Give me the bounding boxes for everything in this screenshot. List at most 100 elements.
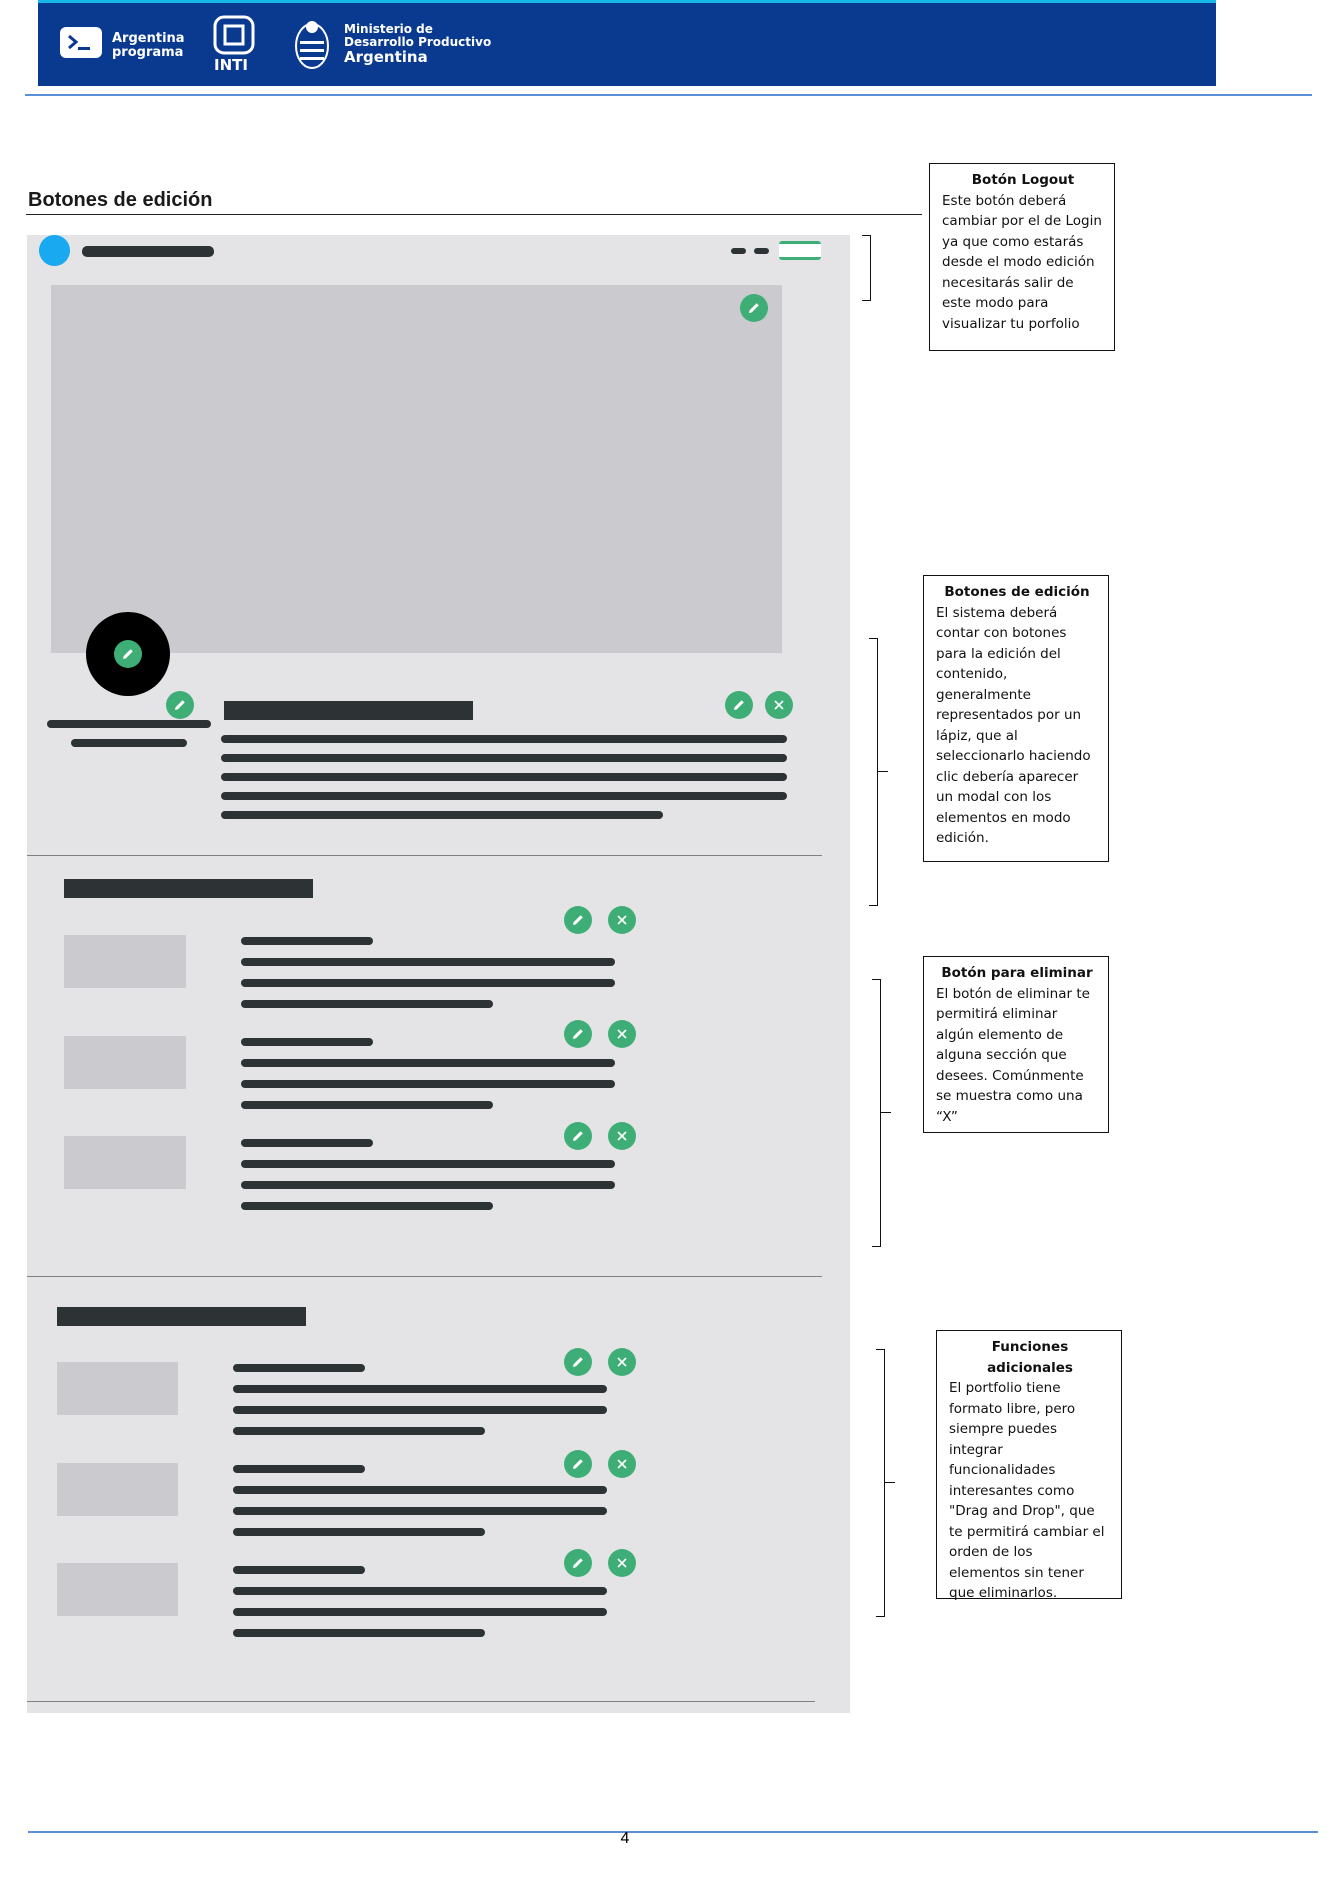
- edit-item-button[interactable]: [564, 1348, 592, 1376]
- text-line-placeholder: [241, 1101, 493, 1109]
- inti-icon: [212, 15, 256, 55]
- pencil-icon: [573, 1459, 583, 1469]
- edit-banner-button[interactable]: [740, 294, 768, 322]
- bracket: [876, 1349, 885, 1617]
- logo-line: Desarrollo Productivo: [344, 35, 492, 49]
- nav-link-placeholder: [754, 248, 769, 254]
- item-image-placeholder: [64, 935, 186, 988]
- section-divider: [27, 1701, 815, 1702]
- note-title: Botones de edición: [944, 584, 1090, 600]
- text-line-placeholder: [233, 1608, 607, 1616]
- text-line-placeholder: [241, 958, 615, 966]
- pencil-icon: [734, 700, 744, 710]
- logout-button[interactable]: [779, 241, 821, 260]
- delete-item-button[interactable]: [608, 1549, 636, 1577]
- bracket-tick: [885, 1482, 895, 1483]
- text-line-placeholder: [241, 1059, 615, 1067]
- logo-argentina-programa: Argentina programa: [112, 32, 185, 60]
- edit-about-button[interactable]: [725, 691, 753, 719]
- text-line-placeholder: [241, 1202, 493, 1210]
- section-heading-placeholder: [57, 1307, 306, 1326]
- logo-line: Argentina: [112, 31, 185, 46]
- text-line-placeholder: [233, 1406, 607, 1414]
- footer-rule: [28, 1831, 1318, 1833]
- bracket-tick: [881, 1112, 891, 1113]
- text-line-placeholder: [221, 735, 787, 743]
- close-icon: [617, 1131, 627, 1141]
- edit-item-button[interactable]: [564, 906, 592, 934]
- note-edit-buttons: Botones de edición El sistema deberá con…: [923, 575, 1109, 862]
- coat-of-arms-icon: [292, 15, 332, 73]
- close-icon: [617, 1357, 627, 1367]
- logo-ministerio: Ministerio de Desarrollo Productivo Arge…: [344, 23, 491, 66]
- note-body: Este botón deberá cambiar por el de Logi…: [942, 192, 1102, 332]
- text-line-placeholder: [241, 937, 373, 945]
- bracket-tick: [878, 771, 888, 772]
- note-title: Botón para eliminar: [941, 965, 1093, 981]
- text-line-placeholder: [233, 1385, 607, 1393]
- close-icon: [617, 915, 627, 925]
- note-title: Botón Logout: [971, 172, 1075, 188]
- pencil-icon: [175, 700, 185, 710]
- pencil-icon: [749, 303, 759, 313]
- text-line-placeholder: [221, 811, 663, 819]
- close-icon: [617, 1459, 627, 1469]
- header-rule: [25, 94, 1312, 96]
- text-line-placeholder: [241, 1038, 373, 1046]
- close-icon: [774, 700, 784, 710]
- nav-link-placeholder: [731, 248, 746, 254]
- text-line-placeholder: [233, 1629, 485, 1637]
- close-icon: [617, 1558, 627, 1568]
- profile-name-placeholder: [47, 720, 211, 728]
- bracket: [862, 235, 871, 301]
- text-line-placeholder: [241, 979, 615, 987]
- about-heading-placeholder: [224, 701, 473, 720]
- pencil-icon: [573, 1558, 583, 1568]
- note-body: El sistema deberá contar con botones par…: [936, 604, 1091, 847]
- text-line-placeholder: [233, 1486, 607, 1494]
- bracket: [869, 638, 878, 906]
- profile-role-placeholder: [71, 739, 187, 747]
- delete-item-button[interactable]: [608, 906, 636, 934]
- text-line-placeholder: [241, 1080, 615, 1088]
- header-top-stripe: [38, 0, 1216, 3]
- delete-about-button[interactable]: [765, 691, 793, 719]
- text-line-placeholder: [221, 792, 787, 800]
- item-image-placeholder: [64, 1036, 186, 1089]
- delete-item-button[interactable]: [608, 1020, 636, 1048]
- text-line-placeholder: [233, 1427, 485, 1435]
- pencil-icon: [573, 1029, 583, 1039]
- edit-item-button[interactable]: [564, 1549, 592, 1577]
- note-additional-features: Funciones adicionales El portfolio tiene…: [936, 1330, 1122, 1601]
- pencil-icon: [573, 1357, 583, 1367]
- note-logout-button: Botón Logout Este botón deberá cambiar p…: [929, 163, 1115, 351]
- edit-photo-button[interactable]: [114, 640, 142, 668]
- nav-name-placeholder: [82, 246, 214, 257]
- logo-line: programa: [112, 45, 184, 60]
- text-line-placeholder: [221, 754, 787, 762]
- text-line-placeholder: [233, 1465, 365, 1473]
- note-body: El portfolio tiene formato libre, pero s…: [949, 1380, 1105, 1601]
- note-title: Funciones adicionales: [987, 1339, 1073, 1376]
- text-line-placeholder: [233, 1566, 365, 1574]
- delete-item-button[interactable]: [608, 1450, 636, 1478]
- text-line-placeholder: [233, 1528, 485, 1536]
- logo-inti: INTI: [214, 56, 248, 74]
- bracket: [872, 979, 881, 1247]
- edit-item-button[interactable]: [564, 1450, 592, 1478]
- text-line-placeholder: [241, 1160, 615, 1168]
- text-line-placeholder: [233, 1364, 365, 1372]
- edit-profile-button[interactable]: [166, 691, 194, 719]
- close-icon: [617, 1029, 627, 1039]
- title-underline: [26, 214, 922, 215]
- section-heading-placeholder: [64, 879, 313, 898]
- delete-item-button[interactable]: [608, 1122, 636, 1150]
- delete-item-button[interactable]: [608, 1348, 636, 1376]
- avatar: [39, 235, 70, 266]
- section-divider: [27, 855, 822, 856]
- logo-line: Ministerio de: [344, 22, 433, 36]
- edit-item-button[interactable]: [564, 1020, 592, 1048]
- text-line-placeholder: [233, 1587, 607, 1595]
- edit-item-button[interactable]: [564, 1122, 592, 1150]
- pencil-icon: [573, 1131, 583, 1141]
